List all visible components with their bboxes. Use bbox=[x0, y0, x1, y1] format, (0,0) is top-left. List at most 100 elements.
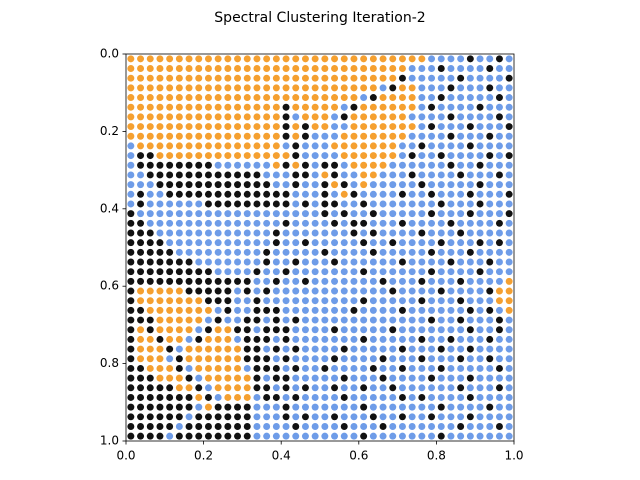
point bbox=[466, 74, 474, 82]
point bbox=[282, 171, 290, 179]
point bbox=[360, 181, 368, 189]
point bbox=[418, 287, 426, 295]
point bbox=[253, 181, 261, 189]
point bbox=[389, 355, 397, 363]
point bbox=[224, 74, 232, 82]
point bbox=[321, 355, 329, 363]
point bbox=[360, 393, 368, 401]
point bbox=[292, 152, 300, 160]
point bbox=[156, 210, 164, 218]
point bbox=[418, 393, 426, 401]
point bbox=[185, 248, 193, 256]
point bbox=[428, 413, 436, 421]
point bbox=[495, 306, 503, 314]
point bbox=[243, 335, 251, 343]
point bbox=[360, 432, 368, 440]
point bbox=[137, 94, 145, 102]
point bbox=[505, 384, 513, 392]
point bbox=[437, 384, 445, 392]
point bbox=[243, 423, 251, 430]
point bbox=[156, 94, 164, 102]
point bbox=[195, 142, 203, 150]
point bbox=[195, 74, 203, 82]
point bbox=[505, 181, 513, 189]
point bbox=[253, 152, 261, 160]
point bbox=[166, 239, 174, 247]
point bbox=[156, 113, 164, 121]
point bbox=[282, 335, 290, 343]
point bbox=[166, 94, 174, 102]
point bbox=[253, 403, 261, 411]
point bbox=[146, 94, 154, 102]
point bbox=[234, 132, 242, 140]
point bbox=[301, 287, 309, 295]
point bbox=[486, 94, 494, 102]
point bbox=[234, 239, 242, 247]
point bbox=[224, 210, 232, 218]
point bbox=[389, 239, 397, 247]
point bbox=[185, 364, 193, 372]
point bbox=[398, 316, 406, 324]
point bbox=[253, 297, 261, 305]
point bbox=[418, 384, 426, 392]
point bbox=[263, 152, 271, 160]
point bbox=[418, 297, 426, 305]
point bbox=[175, 306, 183, 314]
point bbox=[389, 113, 397, 121]
point bbox=[437, 432, 445, 440]
point bbox=[282, 210, 290, 218]
point bbox=[369, 55, 377, 63]
point bbox=[331, 393, 339, 401]
point bbox=[301, 190, 309, 198]
point bbox=[389, 142, 397, 150]
point bbox=[408, 229, 416, 237]
point bbox=[146, 74, 154, 82]
point bbox=[137, 229, 145, 237]
point bbox=[466, 229, 474, 237]
point bbox=[263, 297, 271, 305]
point bbox=[340, 210, 348, 218]
point bbox=[282, 316, 290, 324]
point bbox=[127, 65, 135, 72]
point bbox=[185, 103, 193, 111]
point bbox=[146, 142, 154, 150]
point bbox=[495, 161, 503, 169]
point bbox=[340, 94, 348, 102]
point bbox=[243, 190, 251, 198]
point bbox=[466, 55, 474, 63]
point bbox=[408, 152, 416, 160]
point bbox=[389, 403, 397, 411]
point bbox=[301, 65, 309, 72]
point bbox=[243, 229, 251, 237]
point bbox=[204, 171, 212, 179]
point bbox=[127, 103, 135, 111]
point bbox=[389, 65, 397, 72]
point bbox=[146, 103, 154, 111]
point bbox=[204, 74, 212, 82]
point bbox=[204, 432, 212, 440]
point bbox=[428, 65, 436, 72]
point bbox=[282, 423, 290, 430]
point bbox=[311, 190, 319, 198]
point bbox=[146, 152, 154, 160]
point bbox=[505, 55, 513, 63]
point bbox=[418, 335, 426, 343]
point bbox=[175, 374, 183, 382]
point bbox=[418, 306, 426, 314]
point bbox=[331, 65, 339, 72]
point bbox=[495, 384, 503, 392]
point bbox=[311, 65, 319, 72]
point bbox=[214, 84, 222, 92]
point bbox=[272, 200, 280, 208]
point bbox=[311, 306, 319, 314]
point bbox=[321, 210, 329, 218]
point bbox=[350, 142, 358, 150]
point bbox=[360, 268, 368, 276]
point bbox=[272, 316, 280, 324]
point bbox=[137, 432, 145, 440]
point bbox=[301, 74, 309, 82]
point bbox=[311, 239, 319, 247]
point bbox=[311, 277, 319, 285]
point bbox=[389, 423, 397, 430]
point bbox=[127, 393, 135, 401]
